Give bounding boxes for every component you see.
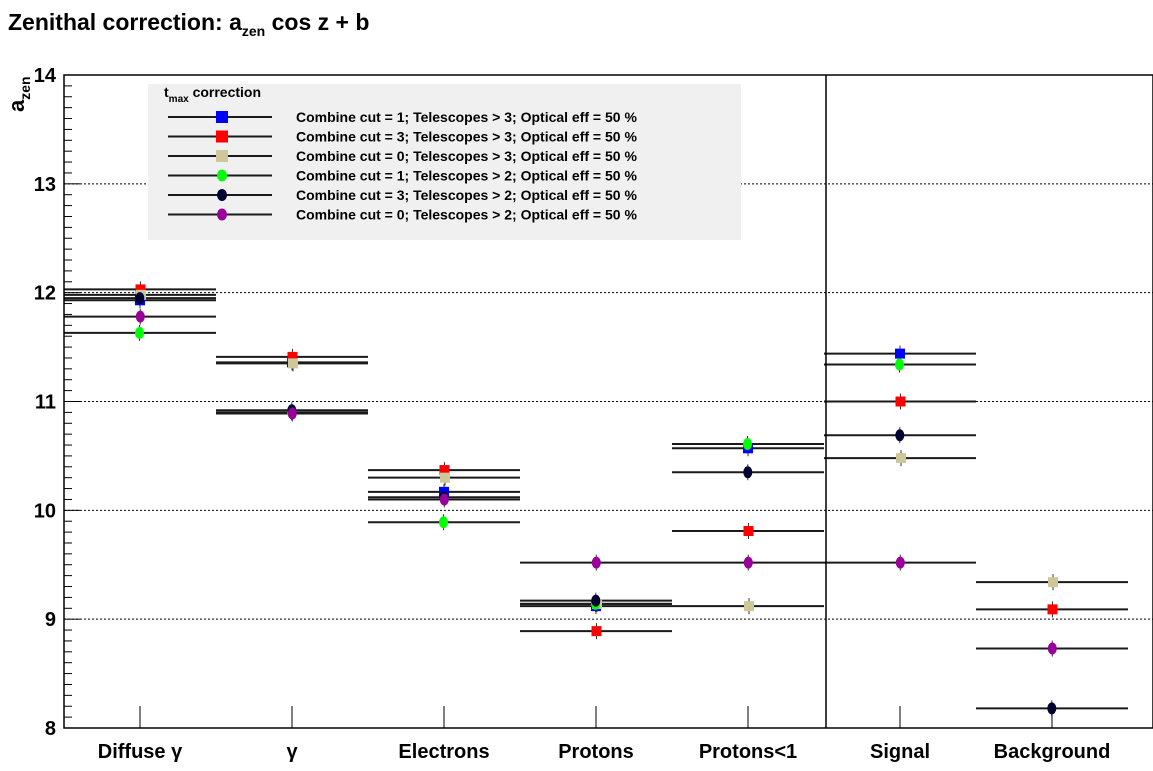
data-point-square — [744, 601, 754, 612]
data-point-square — [135, 284, 146, 295]
y-axis-label: azen — [4, 76, 33, 112]
data-point-square — [895, 348, 905, 359]
data-point-square — [439, 465, 450, 476]
legend-label: Combine cut = 3; Telescopes > 2; Optical… — [296, 187, 637, 203]
data-point-square — [440, 472, 450, 483]
data-point-circle — [135, 310, 145, 323]
legend-header-sub: max — [169, 94, 189, 105]
legend-label: Combine cut = 1; Telescopes > 2; Optical… — [296, 168, 637, 184]
legend-label: Combine cut = 3; Telescopes > 3; Optical… — [296, 129, 637, 145]
y-tick-label: 11 — [35, 392, 56, 414]
y-tick-label: 14 — [34, 65, 57, 87]
data-point-circle — [1047, 642, 1057, 655]
axis-layer: 8 9 10 11 12 13 14 Diffuse γ γ Electrons Protons Pr… — [34, 65, 1111, 763]
legend-label: Combine cut = 1; Telescopes > 3; Optical… — [296, 109, 637, 125]
x-category-label: Protons<1 — [699, 741, 797, 763]
data-point-circle — [439, 516, 448, 529]
legend-marker-square — [216, 130, 228, 143]
y-tick-label: 13 — [34, 174, 56, 196]
data-point-circle — [743, 466, 753, 479]
y-tick-label: 9 — [45, 609, 56, 631]
chart-title: Zenithal correction: azen cos z + b — [8, 9, 369, 39]
legend: tmax correction Combine cut = 1; Telesco… — [148, 84, 741, 240]
data-point-square — [1048, 577, 1058, 588]
data-point-square — [743, 526, 754, 537]
chart-title-sub: zen — [242, 23, 265, 39]
legend-label: Combine cut = 0; Telescopes > 2; Optical… — [296, 207, 637, 223]
data-point-circle — [591, 594, 601, 607]
x-category-label: Diffuse γ — [98, 741, 183, 763]
data-point-circle — [591, 556, 601, 569]
legend-marker-circle — [217, 208, 227, 221]
y-tick-label: 12 — [34, 283, 56, 305]
data-point-square — [895, 396, 906, 407]
chart-title-rest: cos z + b — [265, 9, 369, 35]
legend-header-rest: correction — [189, 84, 261, 100]
data-point-square — [288, 358, 298, 369]
legend-marker-circle — [217, 189, 227, 201]
legend-entries: Combine cut = 1; Telescopes > 3; Optical… — [168, 109, 637, 223]
data-point-square — [591, 626, 602, 637]
x-category-label: Signal — [870, 741, 930, 763]
data-point-square — [896, 453, 906, 464]
data-point-circle — [135, 326, 144, 339]
x-category-label: γ — [286, 741, 298, 763]
data-point-circle — [439, 493, 449, 506]
data-point-circle — [895, 358, 904, 371]
x-category-label: Electrons — [398, 741, 489, 763]
legend-header-main: t — [164, 84, 169, 100]
x-category-label: Background — [994, 741, 1111, 763]
data-point-circle — [895, 556, 905, 569]
data-point-circle — [743, 556, 753, 569]
grid-layer — [64, 183, 1153, 620]
data-point-circle — [135, 292, 145, 305]
y-tick-label: 8 — [45, 718, 56, 740]
data-point-square — [1047, 604, 1058, 615]
legend-label: Combine cut = 0; Telescopes > 3; Optical… — [296, 148, 637, 164]
data-point-circle — [287, 407, 297, 420]
legend-marker-circle — [217, 169, 227, 182]
data-point-circle — [743, 437, 752, 450]
chart-title-main: Zenithal correction: a — [8, 9, 242, 35]
markers — [135, 284, 1058, 715]
x-category-label: Protons — [558, 741, 634, 763]
legend-header: tmax correction — [164, 84, 261, 105]
y-tick-label: 10 — [34, 500, 56, 522]
legend-marker-square — [216, 150, 228, 162]
data-point-square — [287, 351, 298, 362]
y-axis-label-sub: zen — [17, 76, 33, 99]
y-axis-label-main: a — [4, 99, 29, 112]
legend-marker-square — [216, 111, 228, 123]
data-point-circle — [895, 429, 905, 442]
x-error-bars — [64, 288, 1128, 710]
y-error-bars — [139, 281, 1054, 717]
